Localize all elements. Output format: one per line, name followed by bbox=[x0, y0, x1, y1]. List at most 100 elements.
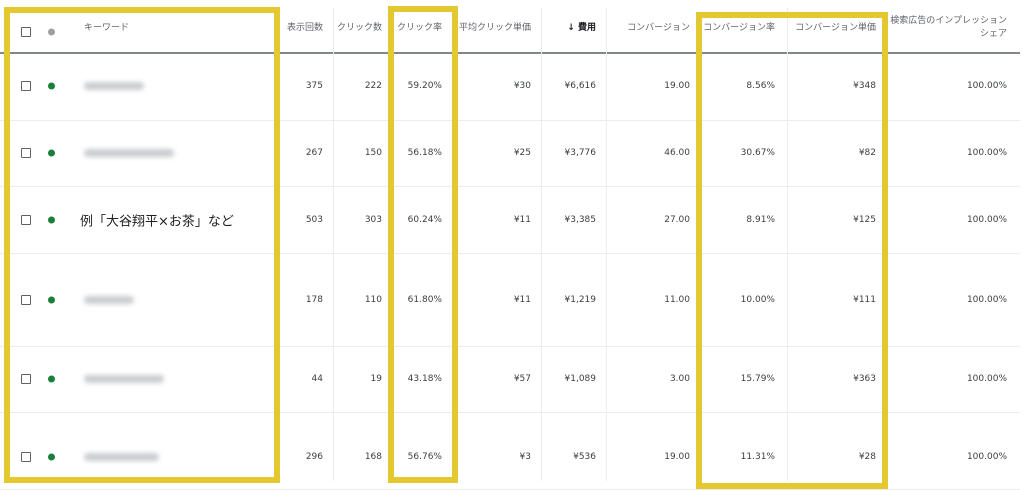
header-clicks[interactable]: クリック数 bbox=[336, 23, 382, 33]
select-all-checkbox[interactable] bbox=[21, 27, 31, 37]
cell-cost-per-conv: ¥82 bbox=[858, 148, 876, 158]
cell-avg-cpc: ¥3 bbox=[519, 452, 531, 462]
header-conversions[interactable]: コンバージョン bbox=[627, 23, 690, 33]
table-row[interactable]: 296 168 56.76% ¥3 ¥536 19.00 11.31% ¥28 100.00% bbox=[0, 412, 1020, 490]
cell-ctr: 59.20% bbox=[407, 81, 442, 91]
header-keyword[interactable]: キーワード bbox=[84, 23, 130, 33]
cell-clicks: 222 bbox=[364, 81, 382, 91]
sort-down-arrow-icon: ↓ bbox=[567, 23, 575, 33]
status-enabled-icon bbox=[48, 375, 55, 383]
status-enabled-icon bbox=[48, 216, 55, 224]
header-conv-rate[interactable]: コンバージョン率 bbox=[703, 23, 775, 33]
cell-conversions: 27.00 bbox=[664, 215, 690, 225]
cell-cost: ¥1,219 bbox=[564, 295, 597, 305]
column-divider bbox=[333, 8, 334, 481]
table-row[interactable]: 例「大谷翔平×お茶」など 503 303 60.24% ¥11 ¥3,385 27.00 8.… bbox=[0, 186, 1020, 254]
cell-conv-rate: 11.31% bbox=[740, 452, 775, 462]
row-checkbox[interactable] bbox=[21, 374, 31, 384]
cell-conversions: 46.00 bbox=[664, 148, 690, 158]
row-checkbox[interactable] bbox=[21, 452, 31, 462]
status-header-icon bbox=[48, 28, 55, 36]
cell-impr-share: 100.00% bbox=[966, 452, 1007, 462]
keyword-blurred[interactable] bbox=[84, 375, 164, 383]
header-cost-label: 費用 bbox=[577, 23, 596, 33]
cell-clicks: 168 bbox=[364, 452, 382, 462]
cell-conv-rate: 30.67% bbox=[740, 148, 775, 158]
cell-impr-share: 100.00% bbox=[966, 81, 1007, 91]
table-header: キーワード 表示回数 クリック数 クリック率 平均クリック単価 ↓ 費用 コンバ… bbox=[0, 0, 1020, 54]
cell-avg-cpc: ¥30 bbox=[513, 81, 531, 91]
cell-ctr: 56.76% bbox=[407, 452, 442, 462]
cell-conversions: 19.00 bbox=[664, 81, 690, 91]
cell-ctr: 56.18% bbox=[407, 148, 442, 158]
cell-cost: ¥3,385 bbox=[564, 215, 597, 225]
cell-clicks: 110 bbox=[364, 295, 382, 305]
cell-impressions: 44 bbox=[311, 374, 323, 384]
table-row[interactable]: 375 222 59.20% ¥30 ¥6,616 19.00 8.56% ¥348 100.0… bbox=[0, 52, 1020, 121]
cell-clicks: 303 bbox=[364, 215, 382, 225]
column-divider bbox=[606, 8, 607, 481]
keyword-blurred[interactable] bbox=[84, 453, 159, 461]
header-impr-share-line1: 検索広告のインプレッション bbox=[890, 16, 1007, 26]
cell-impressions: 503 bbox=[305, 215, 323, 225]
column-divider bbox=[541, 8, 542, 481]
keyword-blurred[interactable] bbox=[84, 149, 174, 157]
cell-conversions: 3.00 bbox=[669, 374, 690, 384]
cell-avg-cpc: ¥11 bbox=[513, 215, 531, 225]
cell-impr-share: 100.00% bbox=[966, 148, 1007, 158]
cell-ctr: 43.18% bbox=[407, 374, 442, 384]
row-checkbox[interactable] bbox=[21, 215, 31, 225]
cell-impr-share: 100.00% bbox=[966, 215, 1007, 225]
cell-cost: ¥536 bbox=[573, 452, 596, 462]
header-impressions[interactable]: 表示回数 bbox=[286, 23, 323, 33]
cell-cost-per-conv: ¥125 bbox=[853, 215, 876, 225]
header-ctr[interactable]: クリック率 bbox=[396, 23, 442, 33]
table-row[interactable]: 267 150 56.18% ¥25 ¥3,776 46.00 30.67% ¥82 100.0… bbox=[0, 120, 1020, 187]
table-row[interactable]: 44 19 43.18% ¥57 ¥1,089 3.00 15.79% ¥363 100.00% bbox=[0, 346, 1020, 413]
cell-cost: ¥1,089 bbox=[564, 374, 597, 384]
row-checkbox[interactable] bbox=[21, 295, 31, 305]
cell-conversions: 11.00 bbox=[664, 295, 690, 305]
keyword-blurred[interactable] bbox=[84, 82, 144, 90]
cell-avg-cpc: ¥25 bbox=[513, 148, 531, 158]
cell-conv-rate: 10.00% bbox=[740, 295, 775, 305]
status-enabled-icon bbox=[48, 149, 55, 157]
column-divider bbox=[787, 8, 788, 481]
header-impr-share-line2: シェア bbox=[979, 29, 1007, 39]
header-cost[interactable]: ↓ 費用 bbox=[567, 20, 596, 33]
cell-clicks: 19 bbox=[370, 374, 382, 384]
cell-impressions: 375 bbox=[305, 81, 323, 91]
cell-impr-share: 100.00% bbox=[966, 374, 1007, 384]
cell-avg-cpc: ¥57 bbox=[513, 374, 531, 384]
column-divider bbox=[278, 8, 279, 481]
cell-impressions: 296 bbox=[305, 452, 323, 462]
table-row[interactable]: 178 110 61.80% ¥11 ¥1,219 11.00 10.00% ¥111 100.… bbox=[0, 253, 1020, 347]
cell-cost-per-conv: ¥28 bbox=[858, 452, 876, 462]
keyword-blurred[interactable] bbox=[84, 296, 134, 304]
cell-ctr: 61.80% bbox=[407, 295, 442, 305]
cell-impressions: 178 bbox=[305, 295, 323, 305]
cell-cost: ¥3,776 bbox=[564, 148, 597, 158]
cell-conv-rate: 15.79% bbox=[740, 374, 775, 384]
header-cost-per-conv[interactable]: コンバージョン単価 bbox=[795, 23, 876, 33]
cell-avg-cpc: ¥11 bbox=[513, 295, 531, 305]
header-avg-cpc[interactable]: 平均クリック単価 bbox=[458, 23, 531, 33]
row-checkbox[interactable] bbox=[21, 148, 31, 158]
cell-cost: ¥6,616 bbox=[564, 81, 597, 91]
cell-cost-per-conv: ¥111 bbox=[853, 295, 876, 305]
row-checkbox[interactable] bbox=[21, 81, 31, 91]
cell-ctr: 60.24% bbox=[407, 215, 442, 225]
header-impr-share[interactable]: 検索広告のインプレッションシェア bbox=[890, 15, 1007, 41]
cell-impr-share: 100.00% bbox=[966, 295, 1007, 305]
cell-conv-rate: 8.56% bbox=[746, 81, 775, 91]
keyword-text[interactable]: 例「大谷翔平×お茶」など bbox=[80, 214, 234, 230]
status-enabled-icon bbox=[48, 453, 55, 461]
cell-impressions: 267 bbox=[305, 148, 323, 158]
cell-cost-per-conv: ¥348 bbox=[853, 81, 876, 91]
cell-conv-rate: 8.91% bbox=[746, 215, 775, 225]
cell-clicks: 150 bbox=[364, 148, 382, 158]
status-enabled-icon bbox=[48, 296, 55, 304]
status-enabled-icon bbox=[48, 82, 55, 90]
cell-conversions: 19.00 bbox=[664, 452, 690, 462]
cell-cost-per-conv: ¥363 bbox=[853, 374, 876, 384]
